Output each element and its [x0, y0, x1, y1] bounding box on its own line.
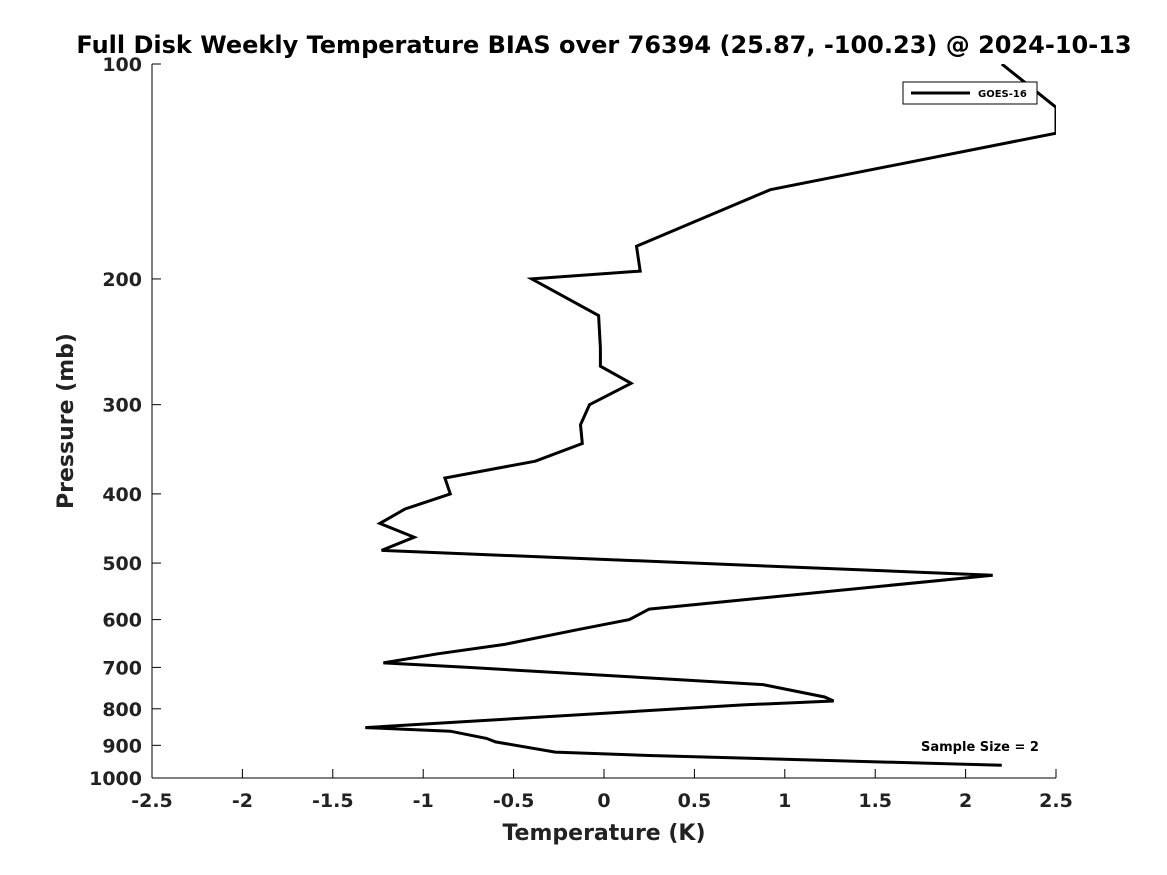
- x-tick-label: 1.5: [858, 790, 892, 812]
- plot-area: [152, 64, 1056, 778]
- legend: GOES-16: [902, 81, 1038, 105]
- y-tick-label: 700: [102, 657, 142, 679]
- x-tick-label: -2: [232, 790, 253, 812]
- y-axis-ticks: 100 200 300 400 500 600 700 800 900 1000: [89, 54, 161, 790]
- x-tick-label: -1.5: [312, 790, 354, 812]
- y-axis-label: Pressure (mb): [54, 333, 79, 509]
- x-tick-label: 0: [597, 790, 610, 812]
- y-tick-label: 500: [102, 553, 142, 575]
- x-tick-label: -1: [413, 790, 434, 812]
- x-tick-label: 1: [778, 790, 791, 812]
- x-tick-label: 2.5: [1039, 790, 1073, 812]
- x-tick-label: 2: [959, 790, 972, 812]
- y-tick-label: 200: [102, 269, 142, 291]
- x-tick-label: 0.5: [678, 790, 712, 812]
- x-tick-label: -0.5: [493, 790, 535, 812]
- sample-size-annotation: Sample Size = 2: [921, 740, 1039, 755]
- series-line-goes-16: [365, 64, 1056, 767]
- y-tick-label: 900: [102, 735, 142, 757]
- y-tick-label: 1000: [89, 768, 142, 790]
- y-tick-label: 100: [102, 54, 142, 76]
- x-axis-ticks: -2.5 -2 -1.5 -1 -0.5 0 0.5 1 1.5 2 2.5: [131, 769, 1073, 812]
- x-axis-label: Temperature (K): [502, 821, 705, 846]
- plot-layer: [365, 64, 1056, 767]
- legend-entry-goes-16: GOES-16: [978, 89, 1027, 100]
- y-tick-label: 300: [102, 395, 142, 417]
- chart-title: Full Disk Weekly Temperature BIAS over 7…: [76, 31, 1131, 59]
- y-tick-label: 800: [102, 699, 142, 721]
- y-tick-label: 400: [102, 484, 142, 506]
- y-tick-label: 600: [102, 610, 142, 632]
- x-tick-label: -2.5: [131, 790, 173, 812]
